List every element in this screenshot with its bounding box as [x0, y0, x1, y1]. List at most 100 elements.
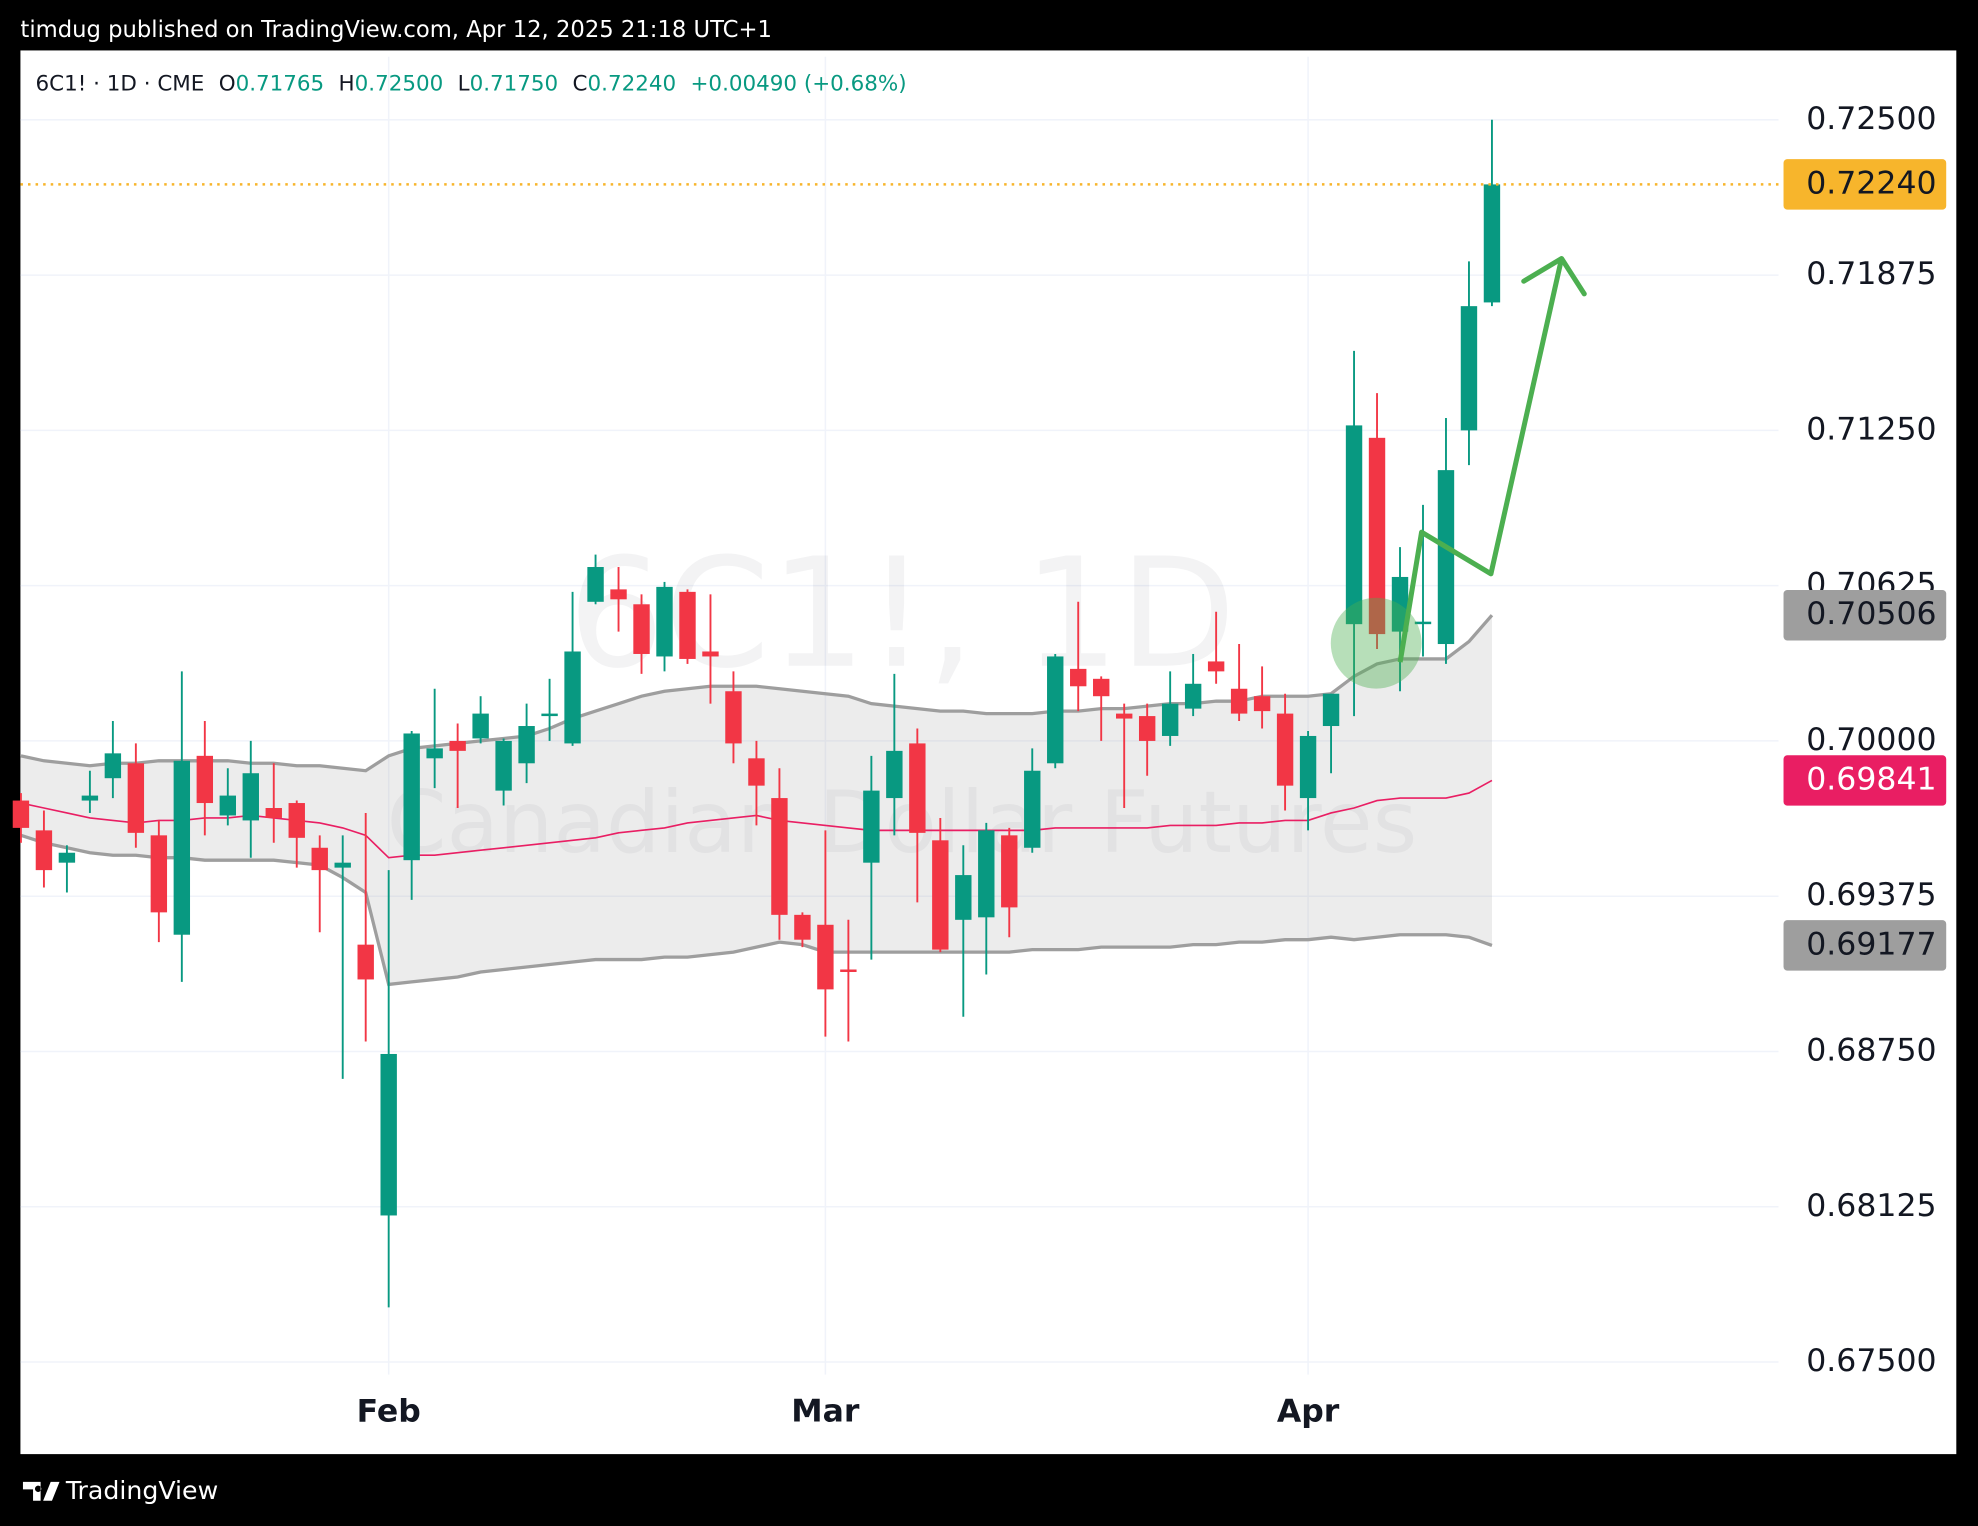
candle-body [1115, 713, 1133, 719]
candle-body [242, 773, 259, 821]
y-tick-label: 0.67500 [1806, 1343, 1936, 1379]
y-tick-label: 0.72500 [1806, 101, 1936, 137]
candle-body [1368, 437, 1386, 635]
candle-body [610, 589, 627, 600]
candle-body [426, 748, 443, 759]
candle-body [472, 713, 489, 739]
candle-body [656, 586, 673, 657]
x-tick-label: Mar [791, 1393, 860, 1429]
y-tick-label: 0.71250 [1806, 411, 1936, 447]
band-value-box [1783, 920, 1947, 971]
publisher-line: timdug published on TradingView.com, Apr… [20, 17, 772, 43]
grid [20, 56, 1779, 1375]
candle-body [679, 591, 696, 659]
candle-body [1070, 668, 1087, 687]
projection-arrow [1397, 257, 1565, 663]
last-price-box [1783, 159, 1947, 210]
y-tick-label: 0.68750 [1806, 1032, 1936, 1068]
candle-body [1483, 184, 1501, 303]
candle-body [495, 740, 512, 791]
candle-body [863, 790, 880, 863]
band-value-label: 0.69177 [1806, 926, 1936, 962]
candle-body [173, 760, 191, 935]
candle-body [725, 691, 742, 744]
candle-body [1437, 470, 1455, 645]
change: +0.00490 (+0.68%) [690, 71, 906, 96]
candle-body [265, 808, 282, 818]
y-tick-label: 0.71875 [1806, 256, 1936, 292]
ohlc-key: L [458, 71, 470, 96]
last-price-label: 0.72240 [1806, 165, 1936, 201]
candle-body [150, 835, 168, 913]
axes: 0.725000.718750.712500.706250.700000.693… [357, 101, 1947, 1429]
candle-body [1184, 683, 1202, 709]
ohlc-value: 0.72500 [355, 71, 444, 96]
candle-body [127, 763, 145, 833]
brand-logo: TradingView [22, 1476, 218, 1505]
x-tick-label: Apr [1277, 1393, 1340, 1429]
candle-body [909, 743, 926, 833]
symbol: 6C1! · 1D · CME [36, 71, 205, 96]
candle-body [702, 651, 719, 657]
candle-body [449, 740, 466, 751]
ohlc-value: 0.71765 [236, 71, 325, 96]
ohlc-value: 0.71750 [470, 71, 559, 96]
candle-body [1345, 425, 1363, 625]
y-tick-label: 0.69375 [1806, 877, 1936, 913]
candle-body [35, 830, 53, 871]
candle-body [771, 798, 788, 915]
candle-body [58, 852, 76, 863]
candle-body [748, 758, 765, 786]
y-tick-label: 0.68125 [1806, 1188, 1936, 1224]
brand: TradingView [65, 1476, 218, 1505]
candle-body [1322, 693, 1340, 727]
candle-body [1207, 661, 1225, 672]
candle-body [219, 795, 236, 816]
symbol-legend: 6C1! · 1D · CME O0.71765 H0.72500 L0.717… [36, 71, 907, 96]
ohlc-key: H [339, 71, 355, 96]
candle-body [794, 914, 811, 940]
candle-body [288, 803, 305, 838]
candles [12, 119, 1784, 1308]
candle-body [403, 733, 420, 861]
candle-body [978, 830, 995, 918]
candle-body [380, 1053, 397, 1216]
candle-body [12, 800, 30, 828]
candle-body [633, 604, 650, 654]
drawings [1330, 256, 1587, 689]
candle-body [1414, 621, 1432, 625]
candle-body [1253, 696, 1271, 712]
candle-body [1276, 713, 1294, 786]
candle-body [1001, 835, 1018, 908]
candle-body [564, 651, 581, 744]
highlight-circle [1330, 597, 1422, 689]
ohlc-key: O [219, 71, 236, 96]
band-value-label: 0.70506 [1806, 596, 1936, 632]
candle-body [1460, 306, 1478, 431]
band-value-box [1783, 755, 1947, 806]
candle-body [104, 753, 122, 779]
candle-body [1230, 688, 1248, 714]
candle-body [817, 924, 834, 990]
candle-body [955, 875, 972, 920]
candle-body [1161, 703, 1179, 736]
band-line [20, 833, 1493, 987]
candle-body [357, 944, 374, 980]
ohlc-value: 0.72240 [588, 71, 677, 96]
ohlc-key: C [573, 71, 588, 96]
candle-body [587, 567, 604, 602]
candle-body [1138, 716, 1156, 741]
candle-body [311, 847, 328, 871]
candle-body [1093, 678, 1110, 697]
logo-mark [22, 1481, 60, 1501]
arrow-head [1521, 256, 1587, 297]
candle-body [334, 862, 351, 868]
candle-body [81, 795, 99, 801]
candle-body [1047, 656, 1064, 764]
candle-body [1391, 576, 1409, 632]
x-tick-label: Feb [357, 1393, 421, 1429]
candle-body [840, 969, 857, 972]
band-value-label: 0.69841 [1806, 761, 1936, 797]
